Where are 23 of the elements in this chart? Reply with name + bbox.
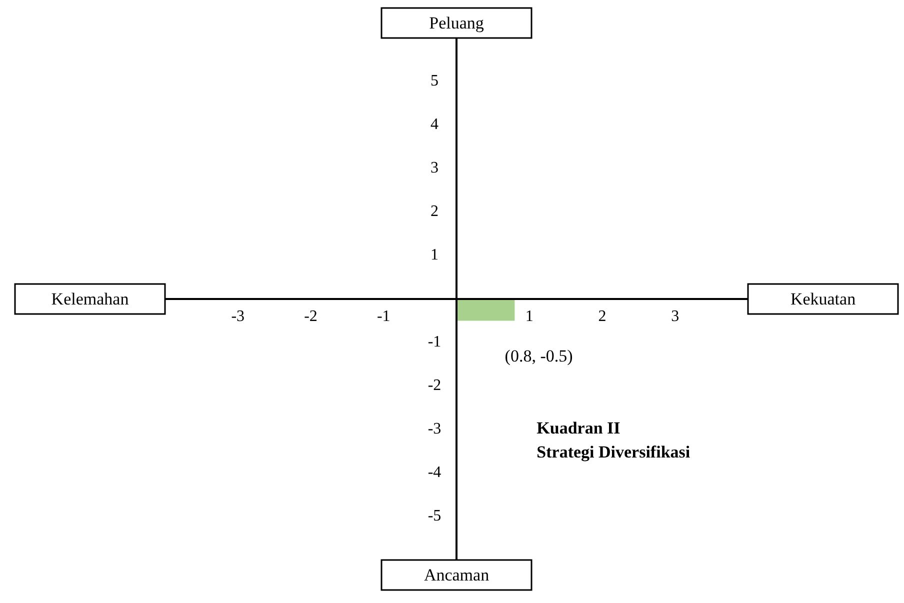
- x-tick-label: -1: [376, 308, 390, 326]
- y-tick-label: 5: [430, 72, 438, 90]
- text: Ancaman: [424, 565, 490, 584]
- y-tick-label: -1: [428, 334, 442, 351]
- y-tick-label: -3: [428, 420, 442, 438]
- annotation: (0.8, -0.5): [504, 346, 573, 366]
- y-tick-label: -5: [428, 508, 442, 525]
- annotation: Strategi Diversifikasi: [536, 442, 690, 462]
- x-tick-label: 3: [671, 308, 680, 326]
- x-tick-label: -2: [304, 308, 318, 326]
- annotation: Kuadran II: [536, 418, 621, 438]
- y-tick-label: -4: [428, 464, 442, 482]
- x-tick-label: 1: [525, 308, 534, 326]
- y-tick-label: 4: [430, 116, 438, 134]
- text: Kelemahan: [51, 289, 130, 308]
- text: Peluang: [429, 13, 484, 32]
- x-tick-label: 2: [598, 308, 606, 326]
- y-tick-label: 2: [430, 203, 438, 220]
- y-tick-label: -2: [428, 377, 442, 394]
- x-tick-label: -3: [231, 308, 245, 326]
- y-tick-label: 3: [430, 160, 438, 177]
- text: Kekuatan: [790, 289, 856, 308]
- y-tick-label: 1: [430, 246, 438, 264]
